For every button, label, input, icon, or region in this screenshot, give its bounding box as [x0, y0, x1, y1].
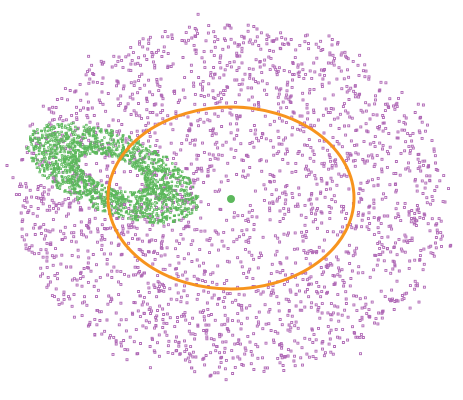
- disk-particle-cloud: [5, 12, 453, 382]
- orbit-ring: [106, 105, 356, 291]
- secondary-particle-torus: [25, 121, 200, 225]
- torus-particle-cloud: [25, 121, 200, 225]
- central-body: [227, 195, 235, 203]
- particle-disk: [5, 12, 453, 382]
